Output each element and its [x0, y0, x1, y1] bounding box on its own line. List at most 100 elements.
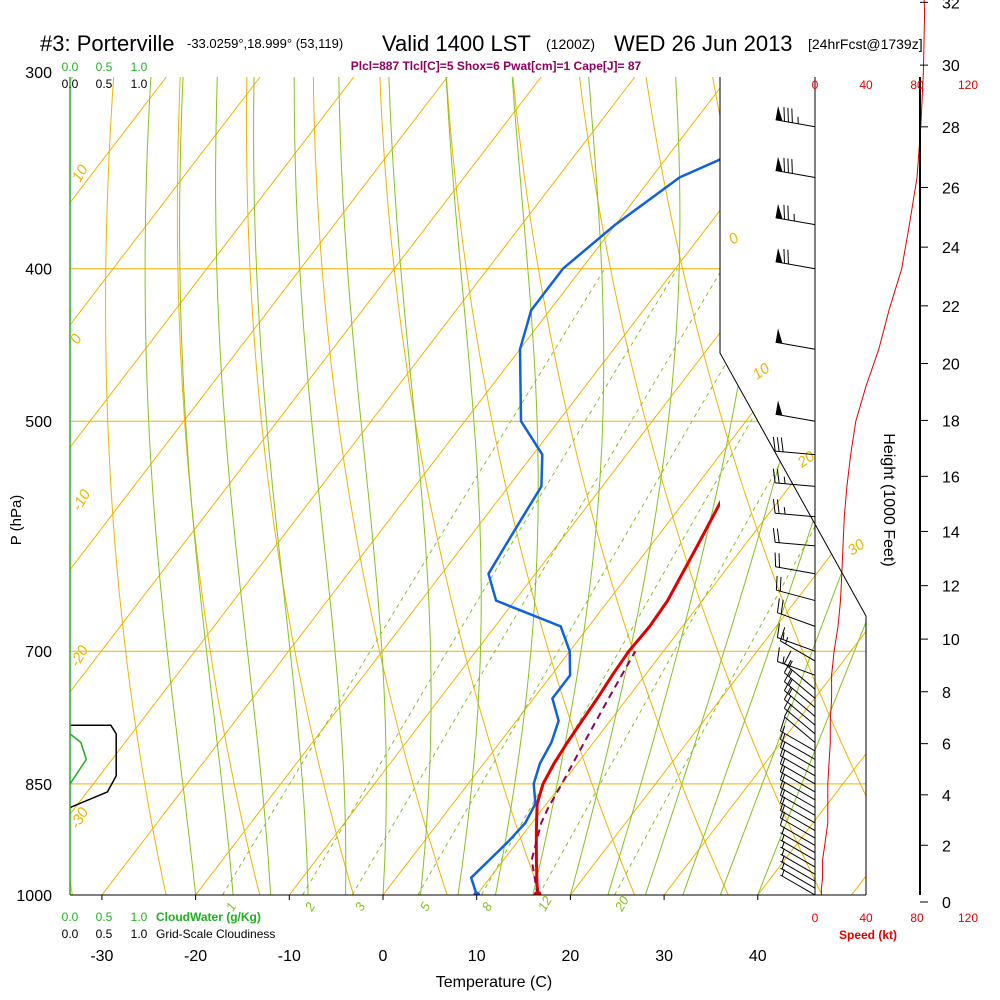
height-tick-label: 4 [942, 788, 951, 805]
temperature-tick-label: 40 [749, 948, 767, 965]
series-layer [469, 158, 720, 895]
cloud-water-tick-top: 0.5 [96, 60, 113, 74]
mixing-ratio-label: 8 [479, 899, 496, 913]
wind-barb [772, 436, 816, 456]
moist-adiabat-line [337, 77, 387, 895]
dry-adiabat-label: 30 [845, 535, 869, 559]
speed-tick-label-top: 0 [812, 78, 819, 92]
pressure-tick-label: 300 [25, 65, 52, 82]
wind-barb [780, 869, 816, 895]
dry-adiabat-line [105, 77, 167, 895]
isotherm-line [70, 77, 194, 895]
wind-barb [772, 499, 816, 518]
moist-adiabat-line [215, 77, 272, 895]
isotherm-line [382, 77, 866, 895]
cloudiness-tick-bottom: 0.5 [96, 927, 113, 941]
dry-adiabat-label: -10 [69, 486, 95, 514]
cloud-water-label: CloudWater (g/Kg) [156, 910, 261, 924]
height-tick-label: 26 [942, 180, 960, 197]
moist-adiabat-line [179, 77, 234, 895]
wind-barb [780, 841, 816, 868]
temperature-tick-label: 30 [655, 948, 673, 965]
moist-adiabat-line [569, 77, 681, 895]
moist-adiabat-line [532, 77, 605, 895]
height-tick-label: 30 [942, 58, 960, 75]
moist-adiabat-line [644, 77, 866, 895]
surface-dewpoint-dot [473, 891, 481, 895]
wind-barb [775, 203, 816, 226]
cloudiness-tick-bottom: 1.0 [131, 927, 148, 941]
wind-barb [783, 703, 816, 743]
isotherm-line [757, 77, 866, 895]
wind-barb [774, 552, 816, 575]
wind-barb [779, 750, 816, 785]
height-tick-label: 14 [942, 524, 960, 541]
wind-barb [779, 627, 816, 662]
wind-barb [783, 695, 816, 735]
height-tick-label: 24 [942, 240, 960, 257]
dry-adiabat-line [813, 77, 866, 895]
height-tick-label: 22 [942, 299, 960, 316]
cloud-water-tick-top: 1.0 [131, 60, 148, 74]
wind-barb [776, 598, 816, 627]
height-tick-label: 18 [942, 413, 960, 430]
cloudiness-tick-top: 0.0 [62, 77, 79, 91]
wind-barb [780, 862, 816, 889]
wind-barb [772, 468, 816, 487]
dry-adiabat-label: 0 [726, 229, 743, 248]
pressure-tick-label: 400 [25, 262, 52, 279]
wind-speed-line [820, 0, 926, 895]
wind-barb [779, 804, 816, 839]
dry-adiabat-line [563, 77, 823, 895]
moist-adiabat-line [253, 77, 309, 895]
wind-speed-profile [820, 0, 926, 895]
speed-tick-label-top: 120 [958, 78, 978, 92]
title-zulu: (1200Z) [546, 36, 595, 52]
pressure-tick-label: 500 [25, 414, 52, 431]
wind-barb [772, 528, 816, 547]
isotherm-line [570, 77, 866, 895]
speed-axis-label: Speed (kt) [839, 928, 897, 942]
dry-adiabat-line [312, 77, 448, 895]
x-axis-label: Temperature (C) [436, 974, 552, 991]
wind-barb [775, 106, 816, 128]
isotherm-line [70, 77, 756, 895]
isotherm-line [70, 77, 569, 895]
cloudiness-profile [69, 724, 117, 809]
height-tick-label: 2 [942, 838, 951, 855]
isotherm-line [70, 77, 475, 895]
temperature-line [534, 499, 720, 895]
temperature-tick-label: -20 [184, 948, 207, 965]
wind-barb [775, 400, 816, 422]
speed-tick-label-bottom: 0 [812, 911, 819, 925]
height-tick-label: 8 [942, 685, 951, 702]
speed-tick-label-bottom: 40 [859, 911, 873, 925]
wind-barb [779, 742, 816, 777]
mixing-ratio-label: 5 [417, 899, 434, 913]
cloud-water-profile [69, 733, 88, 785]
parcel-line [530, 650, 637, 895]
height-tick-label: 20 [942, 357, 960, 374]
isotherm-line [663, 77, 866, 895]
pressure-tick-label: 850 [25, 777, 52, 794]
wind-barb [775, 156, 816, 178]
cloudiness-tick-bottom: 0.0 [62, 927, 79, 941]
title-forecast: [24hrFcst@1739z] [808, 36, 923, 52]
moist-adiabat-line [293, 77, 347, 895]
height-tick-label: 32 [942, 0, 960, 12]
moist-adiabat-line [440, 77, 482, 895]
axes: 2503004005007008501000-30-20-10010203040… [16, 0, 978, 965]
mixing-ratio-label: 12 [535, 893, 556, 914]
isotherm-line [70, 77, 381, 895]
dry-adiabat-label: 10 [69, 161, 92, 185]
moist-adiabat-line [494, 77, 539, 895]
wind-barb [779, 773, 816, 809]
cloud-water-tick-bottom: 0.5 [96, 910, 113, 924]
isotherm-line [70, 77, 663, 895]
speed-tick-label-top: 80 [910, 78, 924, 92]
cloudiness-label: Grid-Scale Cloudiness [156, 927, 275, 941]
wind-barb [776, 647, 816, 676]
dry-adiabat-label: 10 [750, 359, 774, 383]
wind-barb [775, 575, 816, 602]
